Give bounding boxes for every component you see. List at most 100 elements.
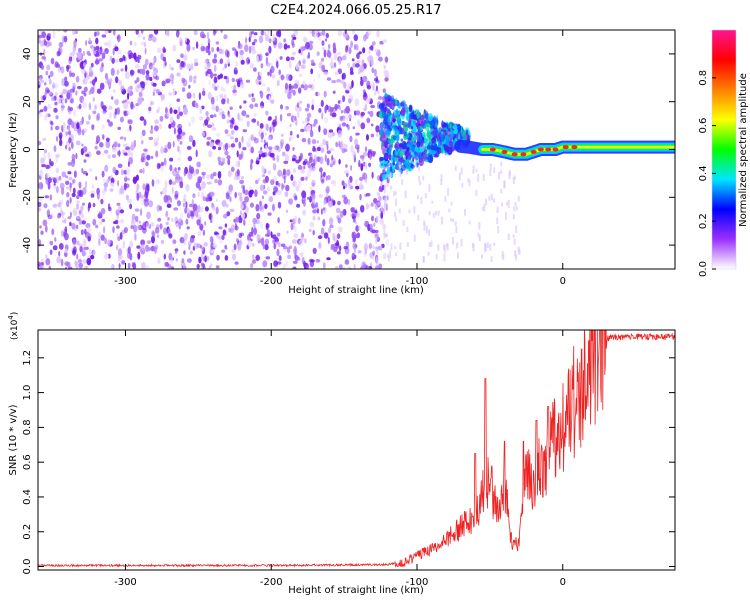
heatmap-cell [400, 107, 406, 116]
heatmap-cell [513, 175, 516, 180]
heatmap-cell [212, 145, 217, 150]
heatmap-cell [96, 150, 101, 155]
heatmap-cell [326, 257, 331, 261]
heatmap-cell [375, 236, 378, 244]
heatmap-cell [260, 139, 264, 143]
heatmap-cell [140, 132, 143, 140]
heatmap-cell [170, 116, 174, 123]
heatmap-cell [399, 151, 403, 158]
heatmap-cell [414, 162, 417, 167]
heatmap-cell [368, 223, 374, 229]
heatmap-cell [110, 182, 115, 188]
heatmap-cell [55, 176, 60, 184]
heatmap-cell [368, 95, 371, 102]
heatmap-cell [320, 208, 323, 215]
heatmap-cell [324, 105, 327, 114]
heatmap-cell [276, 80, 279, 87]
heatmap-cell [122, 54, 126, 62]
heatmap-cell [64, 76, 68, 82]
heatmap-cell [296, 134, 300, 139]
heatmap-cell [216, 254, 220, 261]
heatmap-cell [246, 144, 252, 148]
heatmap-cell [41, 164, 46, 168]
heatmap-cell [184, 207, 187, 214]
heatmap-cell [493, 242, 496, 246]
heatmap-cell [331, 79, 337, 84]
heatmap-cell [374, 48, 378, 53]
heatmap-cell [185, 218, 189, 225]
heatmap-cell [360, 76, 363, 81]
heatmap-cell [154, 246, 157, 254]
heatmap-cell [70, 141, 74, 149]
heatmap-cell [253, 39, 258, 43]
heatmap-cell [223, 76, 228, 80]
heatmap-cell [160, 191, 163, 195]
heatmap-cell [68, 57, 72, 65]
heatmap-cell [104, 164, 109, 172]
heatmap-cell [118, 149, 121, 157]
heatmap-cell [75, 153, 78, 160]
heatmap-cell [218, 107, 224, 116]
heatmap-cell [290, 222, 294, 231]
heatmap-cell [146, 240, 152, 245]
heatmap-cell [117, 126, 121, 130]
heatmap-cell [82, 51, 85, 57]
heatmap-cell [251, 41, 256, 46]
heatmap-cell [40, 64, 45, 70]
heatmap-cell [284, 191, 289, 198]
heatmap-cell [208, 79, 211, 86]
heatmap-cell [384, 96, 388, 104]
heatmap-cell [315, 156, 318, 165]
heatmap-cell [149, 76, 153, 82]
heatmap-cell [136, 245, 141, 249]
heatmap-cell [426, 144, 431, 150]
heatmap-cell [182, 203, 187, 208]
heatmap-cell [382, 223, 387, 231]
heatmap-cell [53, 107, 58, 113]
heatmap-cell [441, 145, 445, 155]
heatmap-cell [43, 149, 48, 154]
heatmap-cell [195, 210, 199, 218]
heatmap-cell [307, 196, 310, 200]
heatmap-cell [153, 137, 158, 144]
heatmap-cell [179, 181, 184, 189]
heatmap-cell [189, 236, 195, 243]
heatmap-cell [188, 164, 192, 173]
heatmap-cell [289, 136, 292, 142]
heatmap-cell [348, 98, 352, 104]
heatmap-cell [321, 64, 326, 72]
heatmap-cell [413, 206, 416, 214]
heatmap-cell [496, 217, 499, 225]
heatmap-cell [209, 263, 213, 267]
heatmap-cell [420, 196, 423, 205]
heatmap-cell [366, 85, 372, 90]
heatmap-cell [139, 169, 143, 174]
heatmap-cell [80, 205, 84, 211]
heatmap-cell [39, 225, 42, 229]
heatmap-cell [108, 112, 112, 119]
heatmap-cell [334, 103, 338, 111]
heatmap-cell [354, 210, 358, 214]
heatmap-cell [427, 113, 433, 122]
heatmap-cell [55, 91, 58, 97]
heatmap-cell [443, 127, 447, 131]
heatmap-cell [119, 57, 124, 63]
heatmap-cell [88, 52, 92, 57]
heatmap-cell [226, 98, 230, 104]
heatmap-cell [308, 156, 313, 164]
heatmap-cell [50, 126, 53, 131]
heatmap-cell [75, 261, 79, 269]
heatmap-cell [515, 225, 518, 234]
heatmap-cell [335, 141, 339, 148]
x-tick-label: -200 [260, 276, 283, 287]
heatmap-cell [305, 41, 310, 50]
heatmap-cell [355, 185, 360, 190]
heatmap-cell [38, 112, 43, 118]
heatmap-cell [399, 242, 402, 250]
heatmap-cell [280, 74, 285, 81]
heatmap-cell [379, 218, 385, 225]
heatmap-cell [73, 170, 77, 178]
heatmap-cell [311, 104, 315, 111]
heatmap-cell [119, 232, 123, 240]
